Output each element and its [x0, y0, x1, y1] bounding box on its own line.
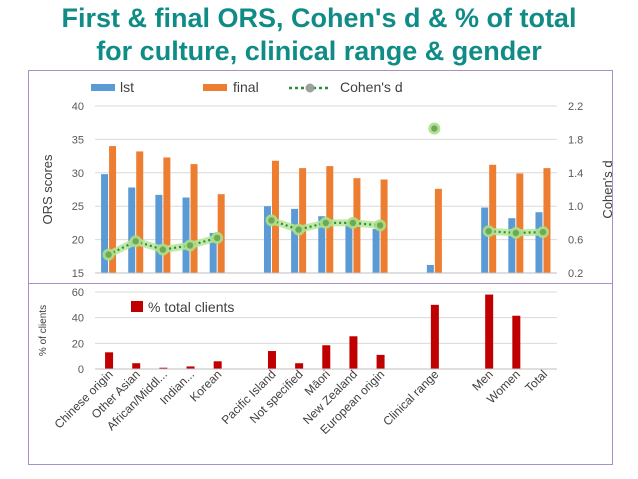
cohens-d-point: [159, 246, 167, 253]
bar-percent-clients: [430, 304, 439, 369]
top-y2-axis-label: Cohen's d: [600, 160, 615, 218]
bar-final: [543, 168, 551, 273]
bar-lst: [372, 228, 380, 273]
top-y-tick-label: 30: [72, 168, 84, 180]
bar-percent-clients: [186, 366, 195, 369]
cohens-d-point: [186, 242, 194, 249]
bar-lst: [318, 216, 326, 273]
cohens-d-point: [539, 228, 547, 236]
bottom-y-tick-label: 60: [72, 287, 84, 299]
bar-final: [136, 151, 144, 273]
title-line-1: First & final ORS, Cohen's d & % of tota…: [61, 3, 577, 33]
bar-lst: [291, 208, 299, 273]
category-label: Total: [522, 367, 550, 395]
category-label: Clinical range: [380, 367, 442, 429]
bar-percent-clients: [213, 361, 222, 369]
bar-lst: [209, 232, 217, 273]
chart-divider: [28, 283, 613, 284]
legend-label-lst: lst: [120, 79, 134, 95]
cohens-d-point: [132, 238, 139, 245]
bar-final: [489, 164, 497, 273]
cohens-d-point: [268, 217, 275, 224]
legend-label-percent-clients: % total clients: [148, 299, 234, 315]
bar-lst: [426, 264, 434, 273]
bar-lst: [481, 207, 489, 273]
cohens-d-point: [213, 234, 221, 242]
cohens-d-point: [322, 219, 329, 227]
top-y-tick-label: 35: [72, 134, 84, 146]
legend-label-final: final: [233, 79, 259, 95]
chart-frame: [28, 70, 613, 465]
top-y2-tick-label: 0.2: [568, 268, 583, 280]
legend-label-cohens-d: Cohen's d: [340, 79, 403, 95]
bar-percent-clients: [105, 352, 114, 369]
bar-lst: [535, 212, 543, 273]
cohens-d-line: [488, 230, 544, 235]
slide-title: First & final ORS, Cohen's d & % of tota…: [0, 2, 638, 68]
bar-lst: [101, 174, 109, 273]
bar-percent-clients: [295, 363, 304, 369]
bar-percent-clients: [132, 363, 141, 369]
cohens-d-point: [431, 125, 438, 132]
top-y-tick-label: 20: [72, 235, 84, 247]
top-y-tick-label: 40: [72, 101, 84, 113]
bar-lst: [155, 194, 163, 273]
top-y-tick-label: 25: [72, 201, 84, 213]
legend-marker-cohens-d: [305, 83, 315, 93]
bar-percent-clients: [485, 294, 494, 369]
cohens-d-point: [376, 222, 384, 229]
legend-swatch-percent-clients: [131, 301, 143, 312]
cohens-d-point: [485, 228, 492, 235]
top-y2-tick-label: 1.8: [568, 134, 583, 146]
bar-final: [190, 164, 198, 273]
bar-final: [299, 168, 307, 273]
bar-lst: [345, 222, 353, 273]
title-line-2: for culture, clinical range & gender: [96, 36, 542, 66]
top-y2-tick-label: 0.6: [568, 235, 583, 247]
cohens-d-point: [512, 229, 520, 237]
bar-final: [516, 173, 524, 273]
cohens-d-point: [349, 219, 357, 227]
bar-final: [163, 157, 171, 273]
bottom-y-tick-label: 20: [72, 338, 84, 350]
bar-lst: [508, 218, 516, 273]
bar-lst: [182, 197, 190, 273]
bar-percent-clients: [512, 315, 521, 369]
cohens-d-point: [295, 226, 302, 233]
top-y2-tick-label: 1.4: [568, 168, 583, 180]
cohens-d-point: [105, 251, 112, 258]
bar-percent-clients: [322, 345, 331, 369]
bottom-y-axis-label: % of clients: [38, 305, 49, 356]
bar-lst: [263, 206, 271, 273]
bar-final: [109, 146, 117, 273]
legend-swatch-lst: [91, 84, 115, 91]
bar-final: [434, 188, 442, 273]
top-y-axis-label: ORS scores: [40, 154, 55, 225]
top-y2-tick-label: 1.0: [568, 201, 583, 213]
bottom-y-tick-label: 0: [78, 364, 84, 376]
bar-percent-clients: [159, 367, 168, 369]
top-y2-tick-label: 2.2: [568, 101, 583, 113]
top-y-tick-label: 15: [72, 268, 84, 280]
bar-percent-clients: [267, 351, 276, 369]
legend-swatch-final: [203, 84, 227, 91]
bottom-y-tick-label: 40: [72, 313, 84, 325]
bar-percent-clients: [376, 354, 385, 369]
bar-percent-clients: [349, 336, 358, 369]
cohens-d-line: [108, 236, 218, 256]
bar-lst: [128, 187, 136, 273]
